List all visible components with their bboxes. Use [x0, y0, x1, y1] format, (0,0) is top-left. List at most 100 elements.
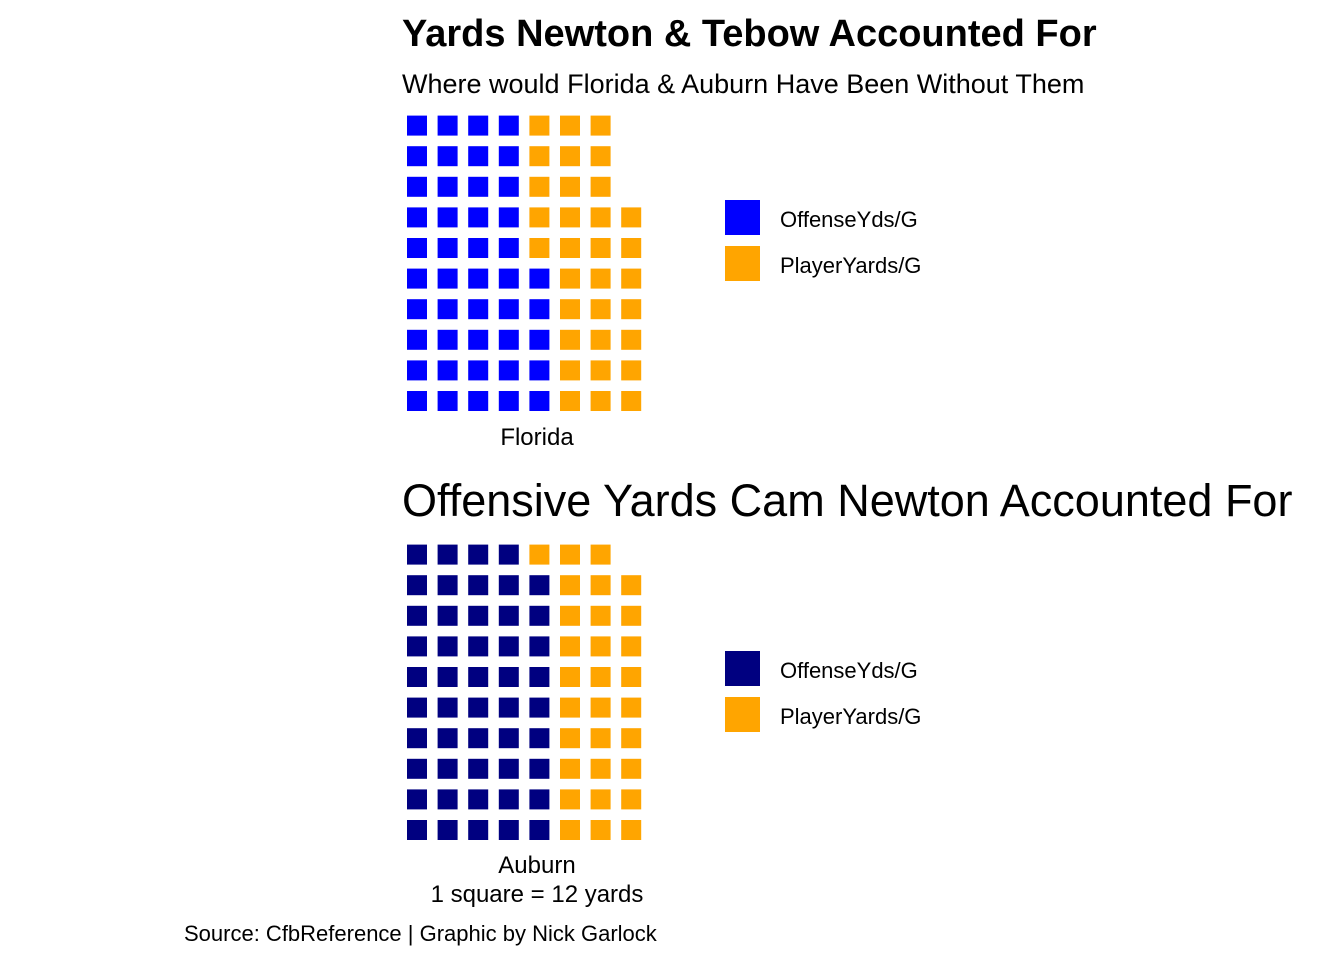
florida-player-square — [560, 146, 580, 167]
auburn-offense-square — [437, 789, 458, 810]
auburn-offense-square — [407, 789, 427, 810]
auburn-offense-square — [498, 544, 519, 565]
florida-offense-square — [437, 329, 458, 350]
florida-offense-square — [498, 115, 519, 136]
auburn-player-square — [621, 820, 642, 840]
florida-offense-square — [529, 299, 550, 320]
auburn-panel: Offensive Yards Cam Newton Accounted For… — [402, 475, 1292, 908]
florida-offense-square — [468, 238, 489, 258]
florida-offense-square — [468, 207, 489, 228]
florida-player-square — [560, 207, 580, 228]
auburn-offense-square — [529, 789, 550, 810]
auburn-player-square — [560, 820, 580, 840]
auburn-legend: OffenseYds/G PlayerYards/G — [725, 651, 921, 732]
florida-player-square — [560, 329, 580, 350]
auburn-offense-square — [437, 544, 458, 565]
florida-legend-label-player: PlayerYards/G — [780, 253, 921, 278]
florida-offense-square — [529, 360, 550, 381]
florida-offense-square — [437, 115, 458, 136]
florida-offense-square — [498, 360, 519, 381]
auburn-offense-square — [498, 758, 519, 779]
florida-offense-square — [498, 238, 519, 258]
florida-player-square — [621, 329, 642, 350]
auburn-offense-square — [437, 667, 458, 687]
florida-offense-square — [437, 238, 458, 258]
auburn-offense-square — [468, 667, 489, 687]
auburn-offense-square — [529, 636, 550, 657]
florida-offense-square — [407, 329, 427, 350]
source-caption: Source: CfbReference | Graphic by Nick G… — [184, 921, 658, 946]
main-title: Yards Newton & Tebow Accounted For — [402, 13, 1097, 55]
florida-player-square — [560, 360, 580, 381]
florida-player-square — [560, 115, 580, 136]
auburn-offense-square — [437, 758, 458, 779]
florida-player-square — [590, 299, 611, 320]
florida-player-square — [621, 391, 642, 411]
auburn-offense-square — [468, 697, 489, 718]
auburn-player-square — [590, 758, 611, 779]
florida-offense-square — [407, 238, 427, 258]
auburn-player-square — [590, 575, 611, 596]
auburn-offense-square — [529, 575, 550, 596]
florida-player-square — [590, 268, 611, 289]
auburn-player-square — [590, 667, 611, 687]
florida-player-square — [560, 299, 580, 320]
florida-offense-square — [498, 207, 519, 228]
florida-player-square — [590, 176, 611, 197]
auburn-offense-square — [498, 667, 519, 687]
florida-waffle-grid — [407, 115, 642, 411]
auburn-player-square — [560, 575, 580, 596]
auburn-offense-square — [437, 636, 458, 657]
auburn-player-square — [621, 636, 642, 657]
auburn-offense-square — [437, 575, 458, 596]
florida-player-square — [590, 360, 611, 381]
florida-offense-square — [468, 329, 489, 350]
florida-offense-square — [468, 391, 489, 411]
auburn-player-square — [621, 789, 642, 810]
auburn-player-square — [590, 728, 611, 749]
auburn-axis-label: Auburn — [498, 852, 575, 879]
auburn-player-square — [621, 728, 642, 749]
auburn-offense-square — [529, 605, 550, 626]
florida-offense-square — [498, 176, 519, 197]
auburn-player-square — [590, 544, 611, 565]
auburn-offense-square — [407, 758, 427, 779]
florida-player-square — [529, 176, 550, 197]
florida-legend: OffenseYds/G PlayerYards/G — [725, 200, 921, 281]
florida-offense-square — [407, 176, 427, 197]
florida-axis-label: Florida — [500, 424, 574, 451]
auburn-offense-square — [407, 667, 427, 687]
florida-offense-square — [498, 146, 519, 167]
auburn-offense-square — [498, 820, 519, 840]
auburn-offense-square — [468, 605, 489, 626]
florida-offense-square — [407, 391, 427, 411]
auburn-offense-square — [498, 728, 519, 749]
auburn-player-square — [560, 758, 580, 779]
florida-offense-square — [498, 329, 519, 350]
florida-player-square — [621, 360, 642, 381]
auburn-offense-square — [407, 605, 427, 626]
florida-offense-square — [468, 176, 489, 197]
florida-player-square — [590, 115, 611, 136]
florida-offense-square — [407, 115, 427, 136]
auburn-offense-square — [529, 667, 550, 687]
florida-offense-square — [437, 299, 458, 320]
florida-offense-square — [437, 207, 458, 228]
auburn-offense-square — [407, 544, 427, 565]
florida-offense-square — [468, 299, 489, 320]
florida-player-square — [621, 238, 642, 258]
auburn-player-square — [590, 789, 611, 810]
auburn-offense-square — [468, 575, 489, 596]
auburn-offense-square — [468, 789, 489, 810]
florida-offense-square — [498, 391, 519, 411]
auburn-player-square — [621, 575, 642, 596]
auburn-player-square — [529, 544, 550, 565]
auburn-offense-square — [529, 820, 550, 840]
auburn-player-square — [560, 789, 580, 810]
florida-player-square — [590, 146, 611, 167]
florida-player-square — [621, 268, 642, 289]
florida-player-square — [621, 299, 642, 320]
auburn-legend-key-offense — [725, 651, 760, 686]
florida-offense-square — [529, 329, 550, 350]
florida-offense-square — [498, 299, 519, 320]
